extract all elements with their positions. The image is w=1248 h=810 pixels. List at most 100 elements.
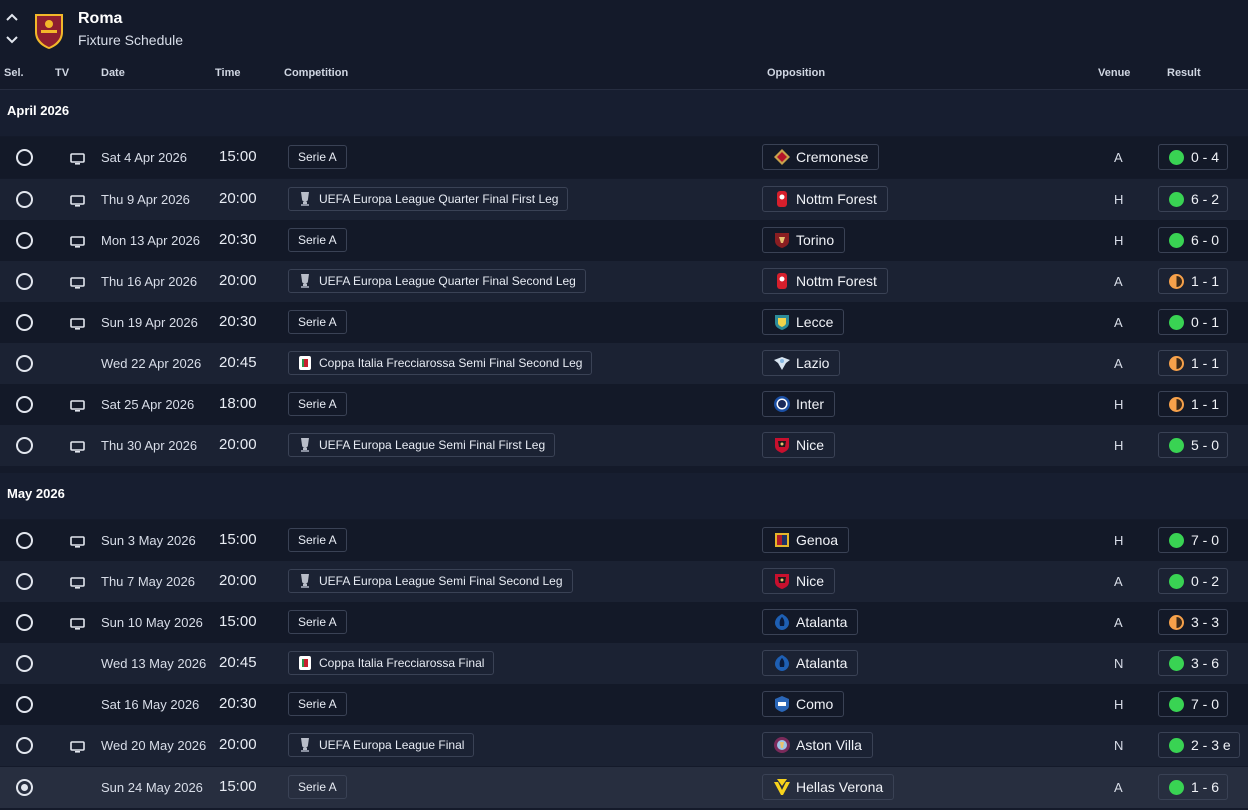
venue: N bbox=[1114, 738, 1124, 753]
fixture-row[interactable]: Sat 16 May 2026 20:30 Serie A Como H 7 - 0 bbox=[0, 684, 1248, 725]
competition-link[interactable]: UEFA Europa League Quarter Final Second … bbox=[288, 269, 586, 293]
fixture-row[interactable]: Sat 25 Apr 2026 18:00 Serie A Inter H 1 - 1 bbox=[0, 384, 1248, 425]
fixture-row[interactable]: Thu 16 Apr 2026 20:00 UEFA Europa League Q… bbox=[0, 261, 1248, 302]
result-link[interactable]: 3 - 6 bbox=[1158, 650, 1229, 676]
result-link[interactable]: 0 - 1 bbox=[1158, 309, 1229, 335]
competition-link[interactable]: Serie A bbox=[288, 310, 347, 334]
win-indicator-icon bbox=[1169, 696, 1184, 712]
opposition-link[interactable]: Lecce bbox=[762, 309, 845, 335]
inter-badge-icon bbox=[773, 395, 791, 413]
nav-arrows bbox=[4, 10, 22, 47]
competition-link[interactable]: Serie A bbox=[288, 528, 347, 552]
result-link[interactable]: 0 - 4 bbox=[1158, 144, 1229, 170]
competition-name: Serie A bbox=[298, 697, 337, 711]
col-venue[interactable]: Venue bbox=[1098, 67, 1131, 79]
competition-name: Serie A bbox=[298, 615, 337, 629]
competition-link[interactable]: UEFA Europa League Quarter Final First L… bbox=[288, 187, 569, 211]
fixture-row[interactable]: Thu 30 Apr 2026 20:00 UEFA Europa League S… bbox=[0, 425, 1248, 466]
competition-link[interactable]: Serie A bbox=[288, 775, 347, 799]
col-date[interactable]: Date bbox=[101, 67, 125, 79]
fixture-row[interactable]: Thu 7 May 2026 20:00 UEFA Europa League Se… bbox=[0, 561, 1248, 602]
opposition-link[interactable]: Hellas Verona bbox=[762, 774, 895, 800]
fixture-row[interactable]: Thu 9 Apr 2026 20:00 UEFA Europa League Qu… bbox=[0, 179, 1248, 220]
select-radio[interactable] bbox=[16, 437, 33, 454]
select-radio[interactable] bbox=[16, 532, 33, 549]
competition-link[interactable]: Serie A bbox=[288, 392, 347, 416]
opposition-link[interactable]: Nice bbox=[762, 568, 836, 594]
select-radio[interactable] bbox=[16, 696, 33, 713]
opposition-link[interactable]: Torino bbox=[762, 227, 846, 253]
competition-link[interactable]: UEFA Europa League Final bbox=[288, 733, 475, 757]
fixture-row[interactable]: Mon 13 Apr 2026 20:30 Serie A Torino H 6 - 0 bbox=[0, 220, 1248, 261]
opposition-link[interactable]: Atalanta bbox=[762, 609, 859, 635]
fixture-row[interactable]: Sun 19 Apr 2026 20:30 Serie A Lecce A 0 - 1 bbox=[0, 302, 1248, 343]
opposition-link[interactable]: Aston Villa bbox=[762, 732, 873, 758]
opposition-link[interactable]: Atalanta bbox=[762, 650, 859, 676]
select-radio[interactable] bbox=[16, 273, 33, 290]
win-indicator-icon bbox=[1169, 437, 1184, 453]
result-link[interactable]: 6 - 2 bbox=[1158, 186, 1229, 212]
fixture-row[interactable]: Sun 24 May 2026 15:00 Serie A Hellas Verona… bbox=[0, 767, 1248, 808]
select-radio[interactable] bbox=[16, 314, 33, 331]
result-link[interactable]: 1 - 1 bbox=[1158, 391, 1229, 417]
result-link[interactable]: 6 - 0 bbox=[1158, 227, 1229, 253]
result-link[interactable]: 1 - 6 bbox=[1158, 774, 1229, 800]
competition-link[interactable]: UEFA Europa League Semi Final Second Leg bbox=[288, 569, 573, 593]
win-indicator-icon bbox=[1169, 191, 1184, 207]
fixture-row[interactable]: Wed 22 Apr 2026 20:45 Coppa Italia Freccia… bbox=[0, 343, 1248, 384]
select-radio[interactable] bbox=[16, 396, 33, 413]
opposition-link[interactable]: Nice bbox=[762, 432, 836, 458]
select-radio[interactable] bbox=[16, 149, 33, 166]
competition-link[interactable]: Serie A bbox=[288, 692, 347, 716]
opposition-link[interactable]: Como bbox=[762, 691, 845, 717]
result-link[interactable]: 2 - 3 e bbox=[1158, 732, 1240, 758]
col-time[interactable]: Time bbox=[215, 67, 241, 79]
competition-link[interactable]: Coppa Italia Frecciarossa Final bbox=[288, 651, 495, 675]
select-radio[interactable] bbox=[16, 614, 33, 631]
result-link[interactable]: 7 - 0 bbox=[1158, 527, 1229, 553]
opposition-name: Lazio bbox=[796, 355, 830, 371]
fixture-row[interactable]: Sun 3 May 2026 15:00 Serie A Genoa H 7 - 0 bbox=[0, 520, 1248, 561]
fixture-row[interactable]: Wed 13 May 2026 20:45 Coppa Italia Freccia… bbox=[0, 643, 1248, 684]
col-opposition[interactable]: Opposition bbox=[767, 67, 826, 79]
select-radio[interactable] bbox=[16, 232, 33, 249]
opposition-link[interactable]: Genoa bbox=[762, 527, 850, 553]
col-sel[interactable]: Sel. bbox=[4, 67, 24, 79]
competition-link[interactable]: Serie A bbox=[288, 228, 347, 252]
competition-link[interactable]: Coppa Italia Frecciarossa Semi Final Sec… bbox=[288, 351, 593, 375]
competition-link[interactable]: Serie A bbox=[288, 610, 347, 634]
result-link[interactable]: 1 - 1 bbox=[1158, 350, 1229, 376]
draw-indicator-icon bbox=[1169, 614, 1184, 630]
select-radio[interactable] bbox=[16, 573, 33, 590]
select-radio[interactable] bbox=[16, 355, 33, 372]
col-tv[interactable]: TV bbox=[55, 67, 70, 79]
opposition-link[interactable]: Nottm Forest bbox=[762, 186, 888, 212]
result-link[interactable]: 5 - 0 bbox=[1158, 432, 1229, 458]
select-radio[interactable] bbox=[16, 737, 33, 754]
result-score: 6 - 2 bbox=[1191, 191, 1220, 207]
chevron-down-icon[interactable] bbox=[4, 33, 20, 47]
venue: H bbox=[1114, 533, 1124, 548]
opposition-name: Aston Villa bbox=[796, 737, 862, 753]
opposition-link[interactable]: Nottm Forest bbox=[762, 268, 888, 294]
select-radio[interactable] bbox=[16, 191, 33, 208]
venue: A bbox=[1114, 780, 1123, 795]
fixture-row[interactable]: Wed 20 May 2026 20:00 UEFA Europa League F… bbox=[0, 725, 1248, 766]
opposition-link[interactable]: Lazio bbox=[762, 350, 841, 376]
result-link[interactable]: 3 - 3 bbox=[1158, 609, 1229, 635]
opposition-link[interactable]: Cremonese bbox=[762, 144, 880, 170]
result-link[interactable]: 1 - 1 bbox=[1158, 268, 1229, 294]
competition-link[interactable]: UEFA Europa League Semi Final First Leg bbox=[288, 433, 556, 457]
chevron-up-icon[interactable] bbox=[4, 10, 20, 24]
result-link[interactable]: 7 - 0 bbox=[1158, 691, 1229, 717]
fixture-row[interactable]: Sat 4 Apr 2026 15:00 Serie A Cremonese A 0 - … bbox=[0, 137, 1248, 178]
select-radio[interactable] bbox=[16, 655, 33, 672]
result-link[interactable]: 0 - 2 bbox=[1158, 568, 1229, 594]
fixture-row[interactable]: Sun 10 May 2026 15:00 Serie A Atalanta A 3 - … bbox=[0, 602, 1248, 643]
club-name[interactable]: Roma bbox=[78, 10, 123, 27]
col-result[interactable]: Result bbox=[1167, 67, 1201, 79]
opposition-link[interactable]: Inter bbox=[762, 391, 836, 417]
competition-link[interactable]: Serie A bbox=[288, 145, 347, 169]
col-competition[interactable]: Competition bbox=[284, 67, 349, 79]
select-radio[interactable] bbox=[16, 779, 33, 796]
